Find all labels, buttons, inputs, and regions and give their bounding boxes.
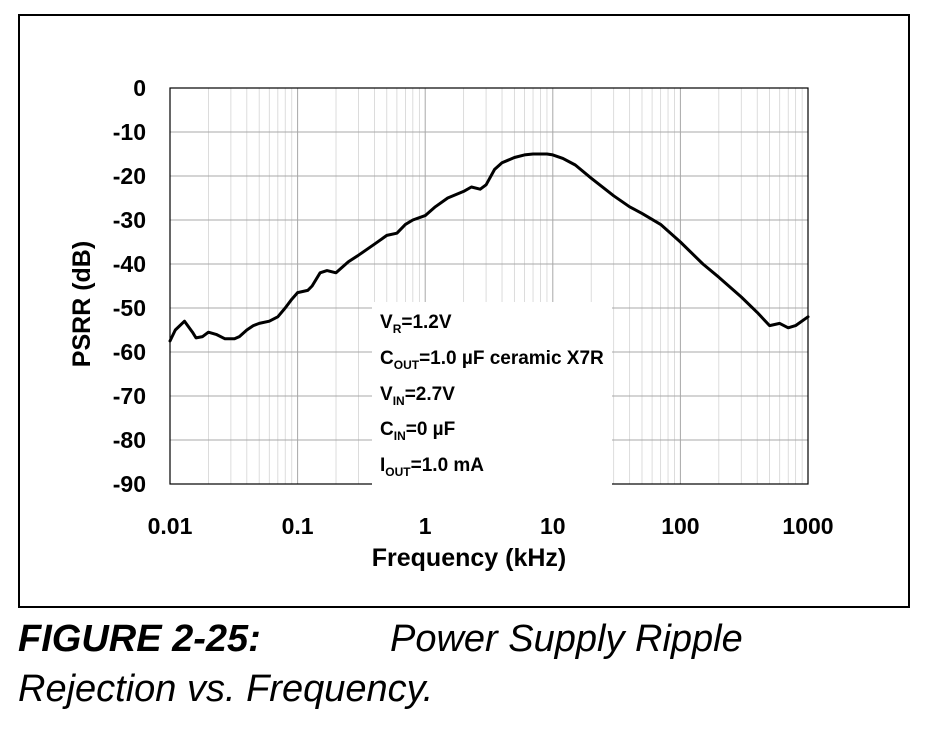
figure-caption: FIGURE 2-25: Power Supply Ripple Rejectio… bbox=[18, 614, 918, 714]
x-tick-label: 0.01 bbox=[148, 513, 193, 539]
y-tick-label: -20 bbox=[113, 163, 146, 189]
x-tick-label: 1 bbox=[419, 513, 432, 539]
legend-line-cin: CIN=0 µF bbox=[380, 419, 456, 444]
y-tick-label: -40 bbox=[113, 251, 146, 277]
y-tick-label: -50 bbox=[113, 295, 146, 321]
y-tick-label: -70 bbox=[113, 383, 146, 409]
caption-title-part1: Power Supply Ripple bbox=[390, 618, 743, 660]
x-axis-title: Frequency (kHz) bbox=[372, 544, 566, 572]
figure-number: FIGURE 2-25: bbox=[18, 618, 261, 660]
legend-line-vin: VIN=2.7V bbox=[380, 383, 455, 408]
x-tick-label: 10 bbox=[540, 513, 566, 539]
y-tick-label: -90 bbox=[113, 471, 146, 497]
chart-frame: 0 -10 -20 -30 -40 -50 -60 -70 -80 -90 0.01 0.1 1 10 10… bbox=[18, 14, 910, 608]
y-tick-label: -80 bbox=[113, 427, 146, 453]
legend-line-cout: COUT=1.0 µF ceramic X7R bbox=[380, 347, 604, 372]
y-axis-title: PSRR (dB) bbox=[68, 241, 96, 367]
legend-line-iout: IOUT=1.0 mA bbox=[380, 455, 485, 479]
x-tick-label: 100 bbox=[661, 513, 699, 539]
y-tick-label: -30 bbox=[113, 207, 146, 233]
conditions-legend: VR=1.2V COUT=1.0 µF ceramic X7R VIN=2.7V… bbox=[372, 302, 612, 493]
y-tick-label: -60 bbox=[113, 339, 146, 365]
x-tick-label: 1000 bbox=[782, 513, 833, 539]
legend-line-vr: VR=1.2V bbox=[380, 312, 452, 336]
y-tick-label: -10 bbox=[113, 119, 146, 145]
x-tick-label: 0.1 bbox=[282, 513, 314, 539]
caption-title-part2: Rejection vs. Frequency. bbox=[18, 668, 434, 710]
caption-line-1: FIGURE 2-25: Power Supply Ripple bbox=[18, 614, 918, 664]
y-tick-label: 0 bbox=[133, 75, 146, 101]
psrr-series-line bbox=[168, 152, 810, 343]
